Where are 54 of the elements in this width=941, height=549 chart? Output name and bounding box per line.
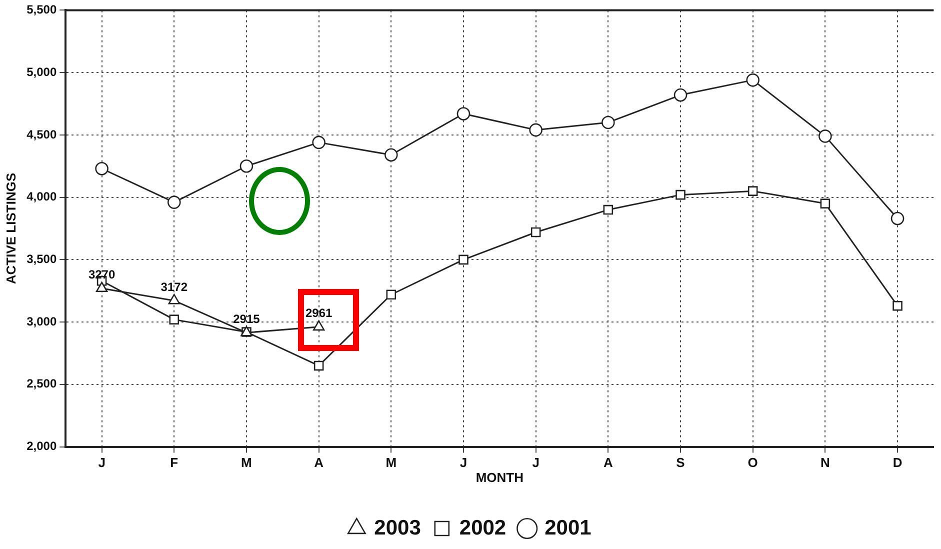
x-tick-label: F [170, 455, 178, 470]
point [168, 294, 180, 304]
x-tick-label: J [460, 455, 468, 470]
point [892, 300, 902, 311]
y-tick-label: 5,500 [26, 2, 57, 17]
x-tick-label: A [603, 455, 614, 470]
point [676, 190, 686, 200]
point [458, 254, 468, 265]
point [96, 282, 108, 292]
y-axis-title: ACTIVE LISTINGS [3, 172, 18, 284]
point [384, 148, 398, 162]
point [890, 212, 904, 226]
legend-label: 2003 [374, 516, 421, 540]
point [456, 107, 470, 120]
point [530, 227, 541, 238]
point [818, 130, 832, 143]
legend-label: 2001 [544, 516, 592, 540]
data-label: 3172 [160, 280, 188, 294]
x-tick-label: A [314, 455, 324, 470]
y-tick-label: 3,500 [26, 252, 57, 266]
point [240, 159, 254, 173]
y-tick-label: 5,000 [26, 64, 57, 79]
x-tick-label: J [532, 455, 540, 470]
x-tick-label: D [892, 455, 902, 470]
point [820, 198, 830, 208]
x-tick-label: N [820, 455, 830, 470]
y-tick-label: 2,500 [26, 376, 57, 391]
data-label: 3270 [88, 268, 116, 282]
point [95, 162, 108, 176]
point [167, 196, 181, 209]
x-tick-label: S [676, 455, 686, 470]
x-axis-title: MONTH [476, 470, 524, 485]
point [312, 320, 325, 331]
data-label: 2961 [305, 306, 332, 320]
point [314, 360, 324, 371]
point [169, 314, 180, 324]
data-label: 2915 [233, 312, 260, 326]
y-tick-label: 4,500 [26, 127, 57, 142]
point [602, 116, 615, 130]
point [674, 88, 688, 102]
point [748, 186, 758, 196]
x-tick-label: M [386, 455, 397, 470]
point [746, 73, 760, 87]
legend-label: 2002 [459, 516, 506, 540]
x-tick-label: O [748, 455, 758, 470]
y-tick-label: 3,000 [26, 314, 57, 328]
point [603, 204, 614, 215]
x-tick-label: J [98, 455, 106, 470]
point [529, 123, 542, 137]
point [386, 290, 396, 300]
x-tick-label: M [241, 455, 252, 470]
point [312, 136, 326, 150]
y-tick-label: 4,000 [26, 190, 57, 204]
y-tick-label: 2,000 [26, 439, 57, 454]
